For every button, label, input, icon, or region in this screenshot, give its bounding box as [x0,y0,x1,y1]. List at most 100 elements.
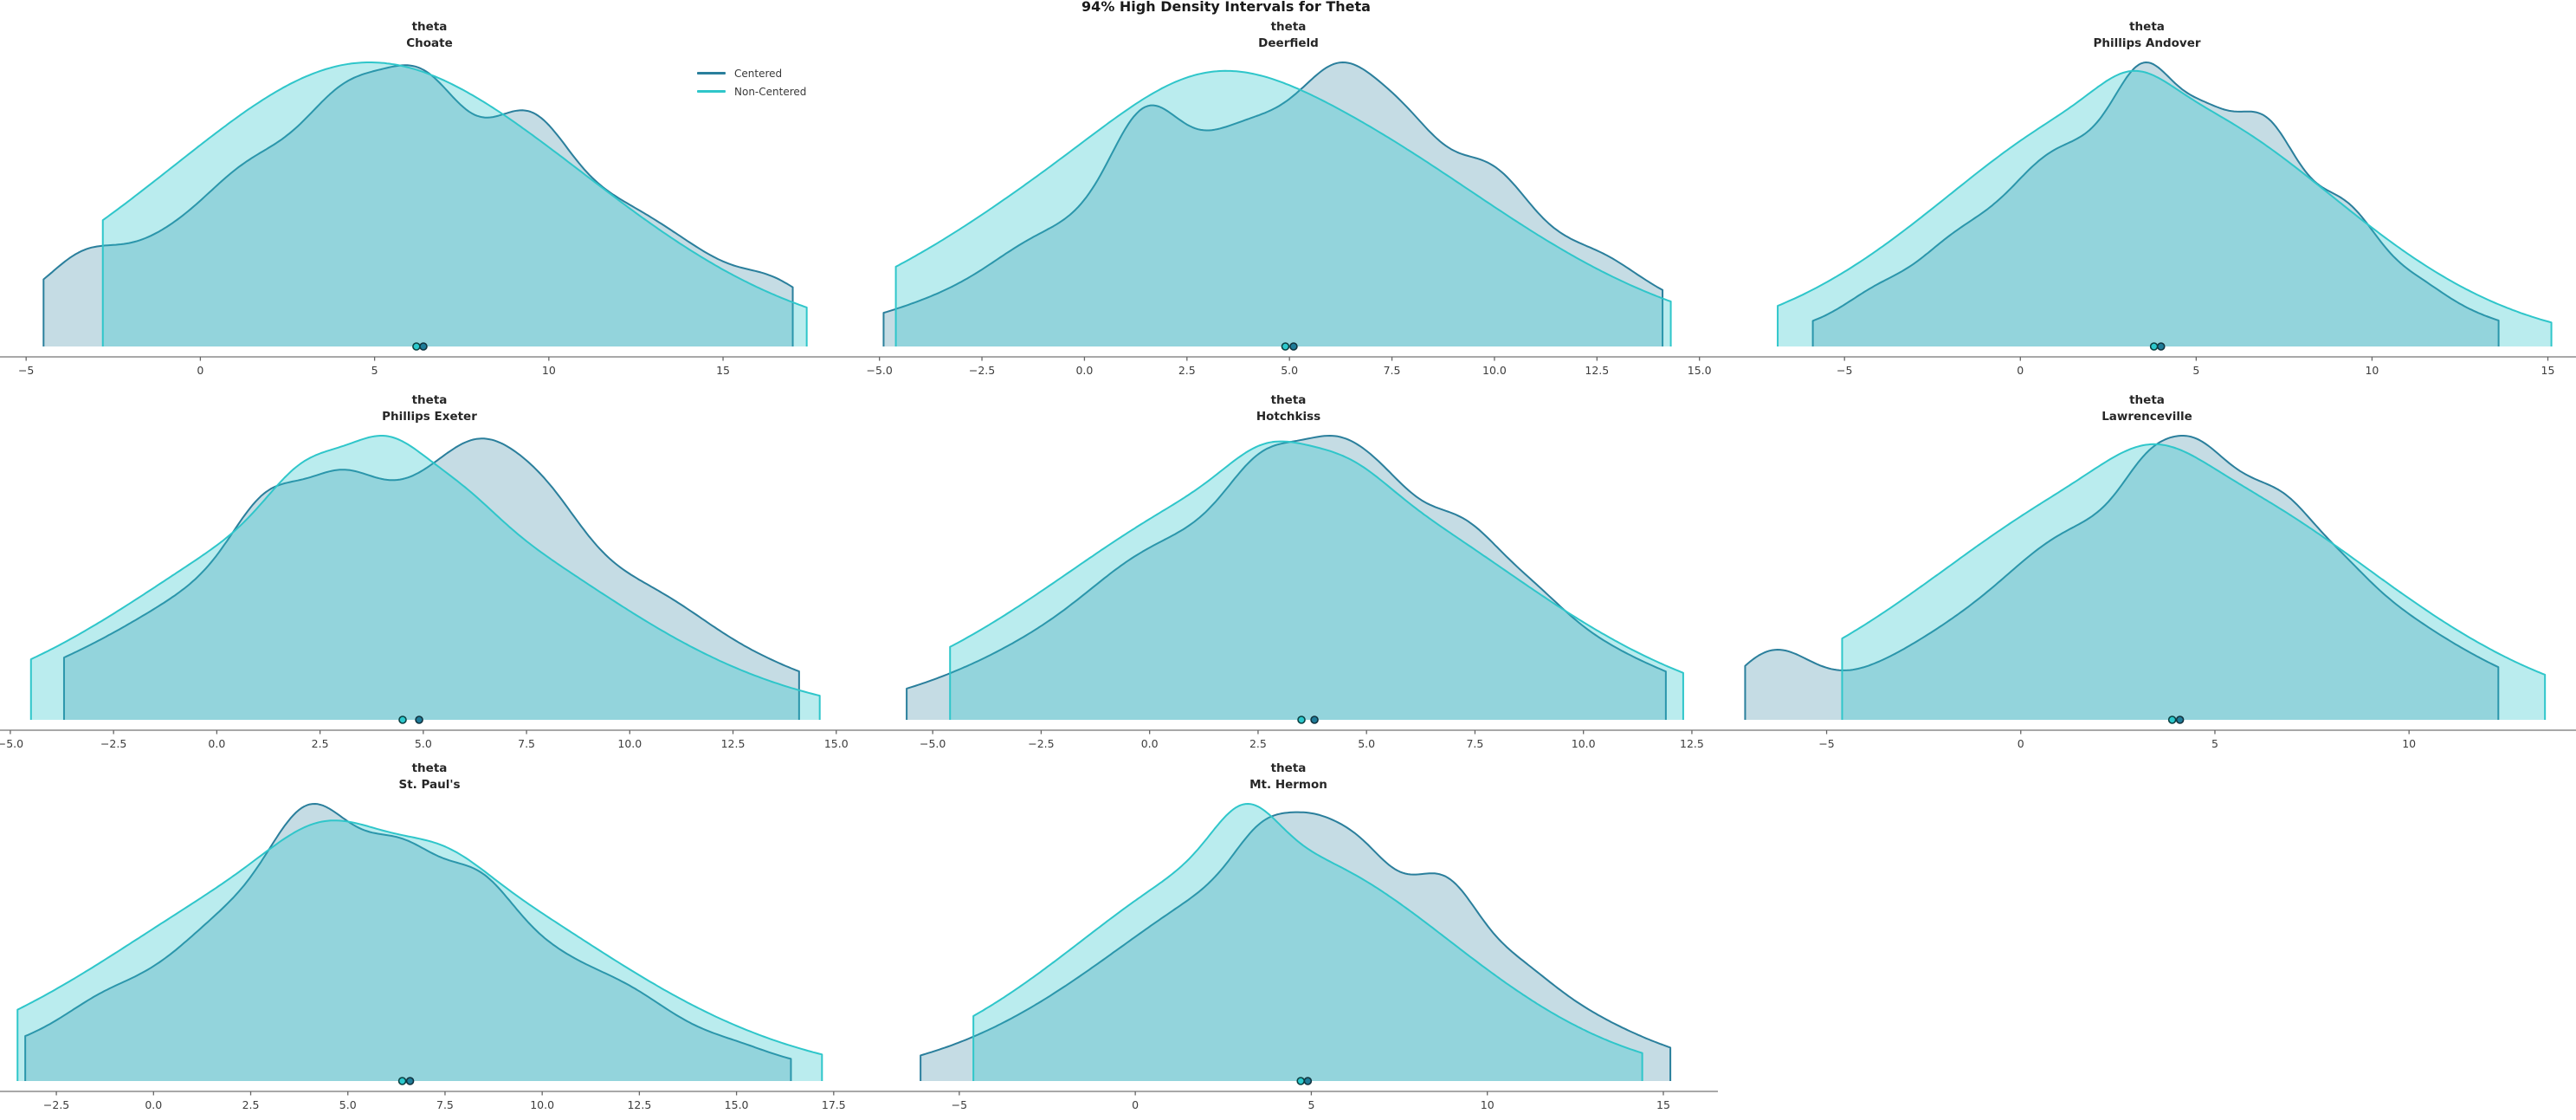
x-tick-label: 10 [1481,1098,1495,1111]
legend-item-noncentered: Non-Centered [697,82,806,100]
legend-noncentered-line-swatch [697,90,726,93]
legend-centered-label: Centered [734,67,783,80]
x-tick-label: 0 [197,364,203,377]
legend: Centered Non-Centered [697,64,806,100]
x-tick-label: 17.5 [822,1098,846,1111]
x-tick-label: 10 [542,364,556,377]
density-svg: −5.0 −2.5 0.0 2.5 5.0 7.5 10.0 12.5 [859,435,1718,750]
centered-density-path [42,64,794,346]
centered-density-path [1744,435,2500,720]
x-tick-label: 7.5 [436,1098,454,1111]
centered-density-path [882,62,1664,346]
x-tick-label: 0 [2018,737,2024,750]
x-tick-label: 15.0 [725,1098,749,1111]
subplot-title-parameter: theta [1270,393,1307,407]
subplot-deerfield: theta Deerfield −5.0 −2.5 0.0 2.5 5.0 7.5 10.0… [859,0,1718,385]
subplot-title-school: Mt. Hermon [1249,778,1327,792]
subplot-phillips-andover: theta Phillips Andover −5 0 5 10 15 [1718,0,2576,385]
subplot-title-parameter: theta [2129,393,2165,407]
x-tick-label: 15 [2541,364,2555,377]
x-tick-label: 2.5 [1249,737,1267,750]
centered-point-estimate [2156,342,2166,351]
figure-title: 94% High Density Intervals for Theta [1081,0,1371,15]
subplot-title-school: Deerfield [1258,36,1319,50]
x-tick-label: 7.5 [518,737,535,750]
noncentered-density-path [16,819,823,1081]
x-tick-label: 10.0 [530,1098,554,1111]
noncentered-point-estimate [1296,1077,1306,1085]
subplot-title: theta Lawrenceville [1718,392,2576,425]
density-svg: −5 0 5 10 [1718,435,2576,750]
x-tick-label: 5.0 [415,737,432,750]
subplot-mt-hermon: theta Mt. Hermon −5 0 5 10 15 [859,758,1718,1120]
subplot-title-school: St. Paul's [398,778,461,792]
x-tick-label: 0.0 [1141,737,1159,750]
x-tick-label: 2.5 [1178,364,1196,377]
centered-density-path [920,811,1672,1081]
x-tick-label: −2.5 [43,1098,69,1111]
noncentered-point-estimate [2149,342,2159,351]
subplot-title: theta Phillips Exeter [0,392,859,425]
x-tick-label: 7.5 [1466,737,1483,750]
x-tick-label: 12.5 [1680,737,1704,750]
x-tick-label: 10.0 [1482,364,1507,377]
noncentered-density-path [972,803,1643,1081]
noncentered-point-estimate [398,715,407,724]
density-svg: −5.0 −2.5 0.0 2.5 5.0 7.5 10.0 12.5 15.0 [859,62,1718,377]
subplot-title-school: Phillips Exeter [382,410,477,424]
subplot-hotchkiss: theta Hotchkiss −5.0 −2.5 0.0 2.5 5.0 7.5 10.0… [859,385,1718,758]
x-tick-label: 0.0 [1075,364,1093,377]
density-svg: −5 0 5 10 15 [859,803,1718,1111]
subplot-title-school: Choate [406,36,453,50]
x-tick-label: 5.0 [1281,364,1298,377]
x-tick-label: 2.5 [312,737,329,750]
x-tick-label: −5 [952,1098,967,1111]
centered-point-estimate [405,1077,415,1085]
x-tick-label: −5 [18,364,34,377]
density-svg: −5.0 −2.5 0.0 2.5 5.0 7.5 10.0 12.5 15.0 [0,435,859,750]
x-tick-label: 5.0 [1358,737,1375,750]
subplot-lawrenceville: theta Lawrenceville −5 0 5 10 [1718,385,2576,758]
noncentered-point-estimate [397,1077,407,1085]
subplot-title-school: Hotchkiss [1256,410,1321,424]
x-tick-label: 5 [2211,737,2218,750]
subplot-title: theta St. Paul's [0,761,859,793]
x-tick-label: −5 [1837,364,1852,377]
noncentered-density-path [1841,443,2547,720]
x-tick-label: 10.0 [1572,737,1596,750]
subplot-title-school: Lawrenceville [2101,410,2192,424]
subplot-st-paul-s: theta St. Paul's −2.5 0.0 2.5 5.0 7.5 10.0 12.… [0,758,859,1120]
x-tick-label: −2.5 [100,737,126,750]
subplot-title: theta Hotchkiss [859,392,1718,425]
x-tick-label: 0 [2017,364,2024,377]
centered-point-estimate [1289,342,1298,351]
x-tick-label: 10.0 [617,737,642,750]
noncentered-density-path [1777,69,2553,346]
legend-item-centered: Centered [697,64,806,82]
subplot-title-parameter: theta [1270,20,1307,34]
subplot-title-school: Phillips Andover [2093,36,2201,50]
x-tick-label: 2.5 [242,1098,260,1111]
x-tick-label: 12.5 [1585,364,1609,377]
subplot-title-parameter: theta [411,761,448,775]
x-tick-label: 5 [2192,364,2199,377]
density-svg: −5 0 5 10 15 [1718,62,2576,377]
centered-point-estimate [415,715,423,724]
x-tick-label: 15.0 [824,737,849,750]
density-svg: −2.5 0.0 2.5 5.0 7.5 10.0 12.5 15.0 17.5 [0,803,859,1111]
x-tick-label: −5 [1818,737,1834,750]
x-tick-label: 10 [2402,737,2416,750]
legend-centered-line-swatch [697,72,726,74]
subplot-title: theta Deerfield [859,19,1718,52]
noncentered-point-estimate [412,342,421,351]
x-tick-label: 15.0 [1688,364,1712,377]
subplot-title: theta Phillips Andover [1718,19,2576,52]
x-tick-label: 0 [1132,1098,1139,1111]
legend-noncentered-label: Non-Centered [734,85,807,98]
centered-density-path [906,435,1667,720]
subplot-title: theta Choate [0,19,859,52]
subplot-title-parameter: theta [411,393,448,407]
subplot-title-parameter: theta [1270,761,1307,775]
x-tick-label: 5.0 [339,1098,357,1111]
